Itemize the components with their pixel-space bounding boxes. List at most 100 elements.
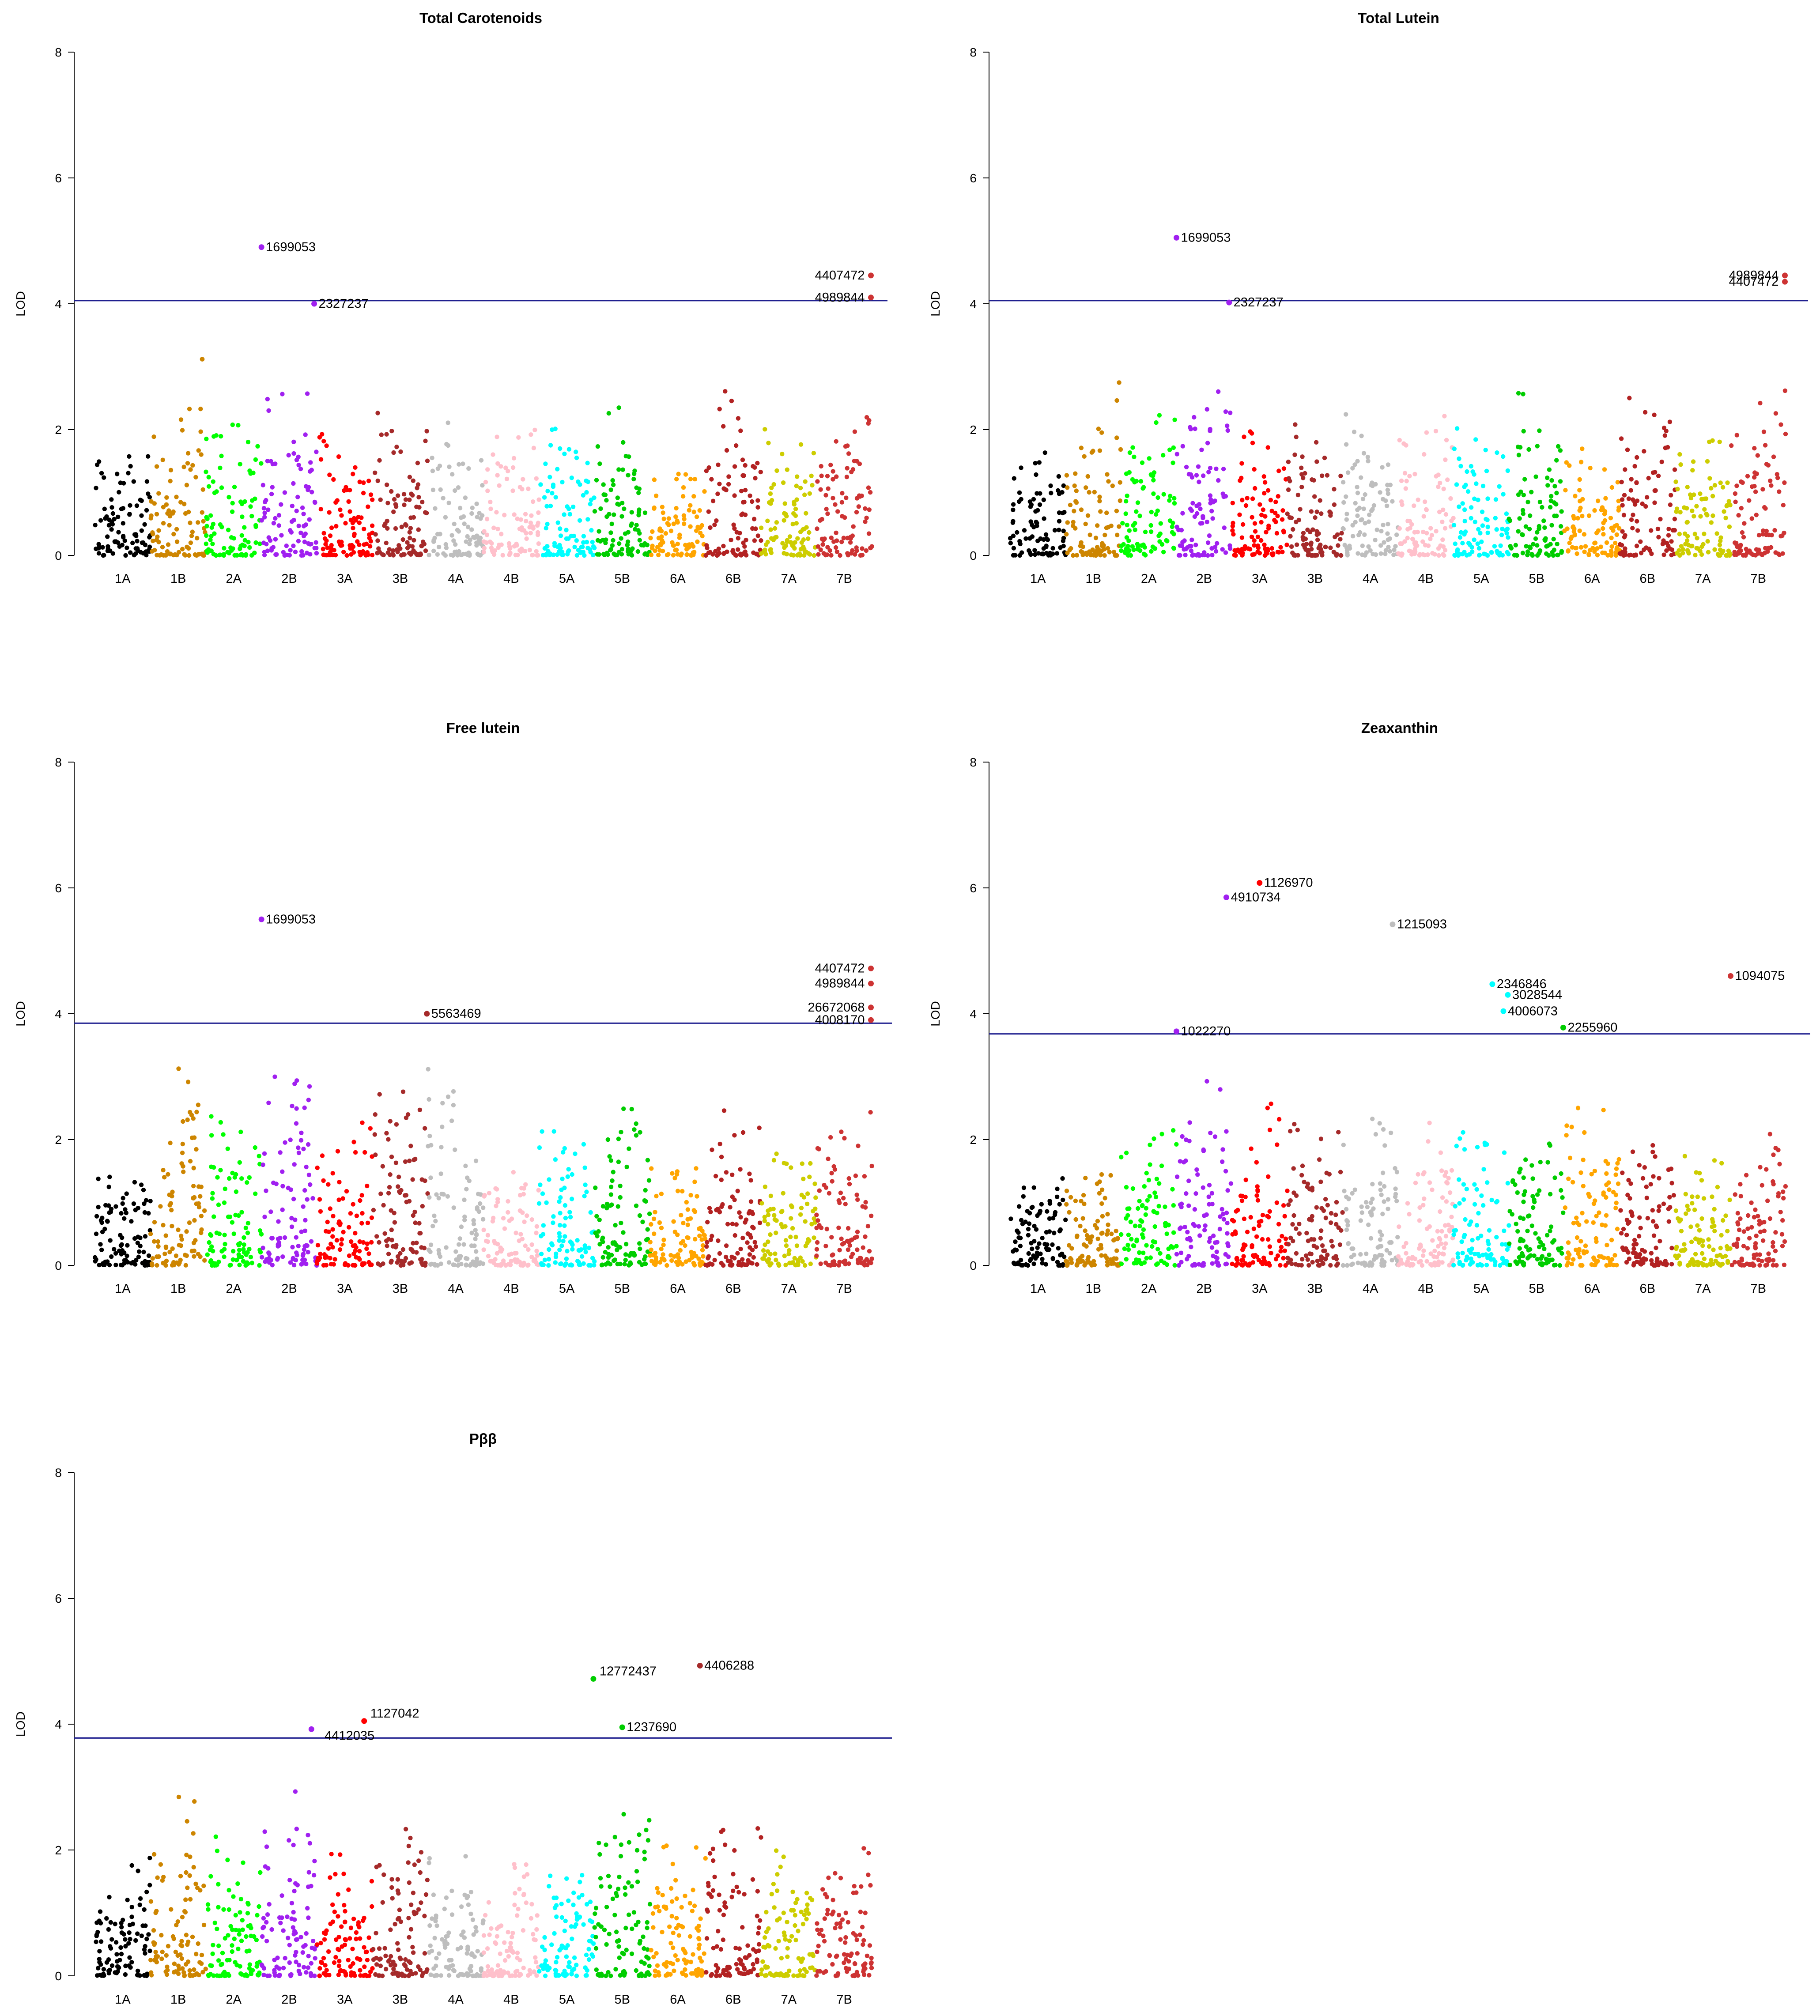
snp-point [564, 528, 569, 532]
snp-point [503, 465, 508, 470]
snp-point [1580, 446, 1585, 451]
snp-point [1047, 1229, 1052, 1234]
snp-point [608, 1203, 613, 1208]
marker-label: 1699053 [266, 912, 316, 926]
snp-point [367, 544, 373, 549]
snp-point [121, 521, 125, 526]
snp-point [1138, 548, 1143, 553]
snp-point [753, 1244, 759, 1249]
snp-point [1124, 1151, 1129, 1155]
snp-point [1338, 1170, 1343, 1174]
snp-point [414, 1240, 419, 1246]
snp-point [1179, 1260, 1184, 1265]
snp-point [94, 486, 98, 491]
snp-point [1295, 492, 1301, 498]
snp-point [581, 493, 586, 498]
snp-point [1092, 490, 1097, 495]
snp-point [1386, 1206, 1390, 1212]
snp-point [1352, 1253, 1356, 1257]
snp-point [1048, 483, 1053, 488]
snp-point [1277, 1238, 1282, 1243]
snp-point [1497, 484, 1502, 489]
snp-point [1428, 526, 1433, 531]
snp-point [1099, 1201, 1104, 1206]
snp-point [1152, 1136, 1156, 1141]
snp-point [606, 1255, 611, 1260]
snp-point [331, 1262, 336, 1267]
snp-point [1114, 509, 1119, 513]
snp-point [586, 1246, 592, 1250]
snp-point [1090, 547, 1095, 552]
snp-point [582, 1193, 587, 1199]
snp-point [1664, 548, 1669, 553]
snp-point [843, 1261, 848, 1267]
snp-point [1588, 465, 1593, 471]
chromosome-points-5B [593, 1106, 652, 1268]
snp-point [1344, 442, 1349, 447]
snp-point [570, 504, 576, 510]
snp-point [1137, 513, 1142, 518]
snp-point [1308, 542, 1314, 547]
snp-point [261, 506, 267, 511]
snp-point [1075, 1263, 1080, 1268]
snp-point [1013, 1239, 1018, 1244]
snp-point [542, 1257, 548, 1262]
snp-point [389, 429, 394, 434]
snp-point [1458, 464, 1463, 469]
snp-point [262, 1151, 267, 1156]
snp-point [524, 536, 529, 541]
snp-point [671, 521, 676, 526]
snp-point [740, 1130, 746, 1135]
snp-point [685, 1217, 690, 1222]
snp-point [1674, 509, 1679, 514]
snp-point [1047, 1216, 1052, 1221]
snp-point [209, 534, 214, 539]
snp-point [1054, 551, 1060, 556]
snp-point [1079, 549, 1084, 554]
snp-point [107, 1262, 112, 1268]
snp-point [623, 1252, 628, 1257]
snp-point [750, 526, 755, 531]
snp-point [238, 462, 242, 467]
snp-point [1418, 1259, 1423, 1264]
snp-point [1026, 1251, 1031, 1256]
snp-point [293, 1217, 298, 1222]
snp-point [1706, 550, 1711, 555]
snp-point [1157, 413, 1162, 418]
snp-point [1254, 1254, 1260, 1259]
snp-point [1176, 553, 1182, 558]
snp-point [1206, 1194, 1211, 1199]
snp-point [1485, 525, 1490, 529]
snp-point [615, 1261, 620, 1267]
snp-point [1366, 519, 1371, 524]
snp-point [304, 1164, 309, 1170]
snp-point [1123, 511, 1128, 516]
snp-point [1469, 1260, 1474, 1265]
snp-point [1688, 492, 1693, 497]
snp-point [564, 536, 569, 541]
snp-point [1356, 551, 1360, 556]
snp-point [329, 525, 334, 530]
snp-point [529, 432, 533, 437]
significant-marker [868, 965, 874, 971]
snp-point [519, 525, 524, 530]
snp-point [592, 1263, 597, 1268]
chromosome-label: 7B [836, 1282, 852, 1296]
snp-point [473, 1159, 479, 1163]
snp-point [569, 476, 574, 480]
snp-point [430, 487, 436, 492]
snp-point [745, 1240, 750, 1245]
snp-point [209, 1263, 215, 1268]
snp-point [1465, 489, 1471, 494]
snp-point [742, 499, 747, 505]
snp-point [1008, 540, 1013, 546]
snp-point [1749, 516, 1754, 521]
snp-point [327, 472, 332, 477]
snp-point [417, 1107, 423, 1112]
snp-point [540, 1191, 545, 1196]
snp-point [1103, 1253, 1108, 1258]
snp-point [268, 1209, 273, 1214]
snp-point [1675, 487, 1680, 491]
snp-point [394, 445, 399, 449]
snp-point [451, 1262, 456, 1267]
